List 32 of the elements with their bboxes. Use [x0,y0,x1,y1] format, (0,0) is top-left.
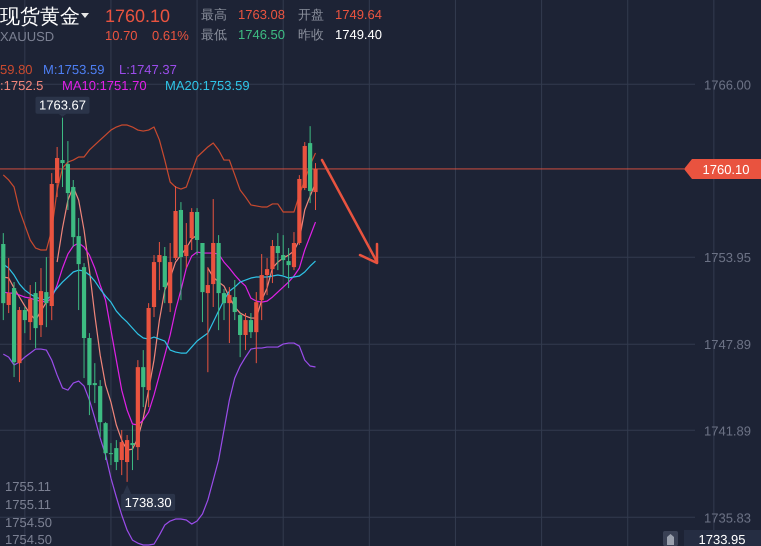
annotation: 0.61% [152,28,190,43]
text: XAUUSD [0,29,54,44]
annotation: 1763.08 [238,7,285,22]
annotation: 开盘 [298,7,324,22]
y-tick-label: 1747.89 [704,337,751,352]
annotation: 1749.64 [335,7,382,22]
annotation: 最高 [201,7,227,22]
annotation: 1738.30 [124,494,172,510]
annotation: 1749.40 [335,27,382,42]
text: L:1747.37 [119,62,177,77]
annotation: 昨收 [298,27,324,42]
annotation: 1754.50 [5,532,52,546]
text: MA10:1751.70 [62,78,147,93]
annotation: 10.70 [105,28,138,43]
chart-title: 现货黄金 [0,6,80,28]
text: 59.80 [0,62,33,77]
annotation: 1746.50 [238,27,285,42]
y-tick-label: 1741.89 [704,423,751,438]
y-tick-label: 1735.83 [704,510,751,526]
annotation: 1755.11 [5,497,52,512]
annotation: 1760.10 [105,6,170,26]
y-tick-label: 1766.00 [704,77,751,92]
text: MA20:1753.59 [165,78,250,93]
y-tick-label: 1753.95 [704,250,751,266]
ref-line-label: 1760.10 [702,162,750,177]
annotation: 1763.67 [39,98,86,113]
annotation: 最低 [201,27,227,42]
annotation: M:1753.59 [43,62,104,77]
annotation: 1754.50 [5,515,52,530]
text: :1752.5 [0,78,44,93]
annotation: 1755.11 [5,479,52,494]
text: 1733.95 [698,532,746,546]
